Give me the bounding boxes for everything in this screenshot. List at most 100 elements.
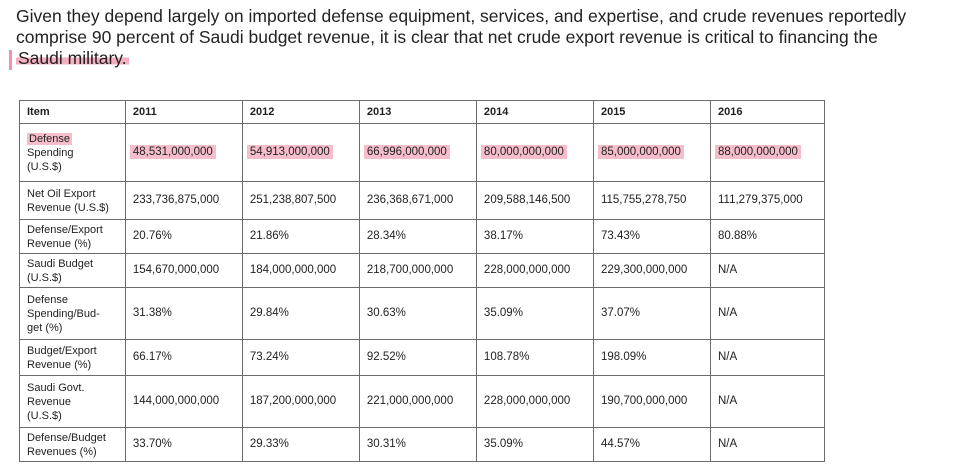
table-cell: 28.34%: [358, 219, 477, 254]
row-label: Defense/Export Revenue (%): [19, 219, 126, 254]
header-2015: 2015: [592, 100, 711, 124]
row-label-line: (U.S.$): [27, 409, 62, 422]
table-row: Saudi Budget (U.S.$) 154,670,000,000 184…: [19, 253, 826, 288]
row-label-line: Revenue: [27, 395, 72, 408]
row-label: Defense/Budget Revenues (%): [19, 427, 126, 462]
table-cell: 111,279,375,000: [709, 181, 826, 220]
header-2014: 2014: [475, 100, 594, 124]
row-label-line: Spending/Bud-: [27, 307, 100, 320]
highlighted-value: 48,531,000,000: [129, 145, 216, 159]
table-cell: 66,996,000,000: [358, 123, 477, 182]
row-label: Saudi Budget (U.S.$): [19, 253, 126, 288]
row-label-line: Revenue (U.S.$): [27, 201, 109, 214]
highlighted-value: 88,000,000,000: [714, 145, 801, 159]
intro-line-2: comprise 90 percent of Saudi budget reve…: [16, 27, 878, 47]
header-2013: 2013: [358, 100, 477, 124]
header-2012: 2012: [241, 100, 360, 124]
table-cell: 21.86%: [241, 219, 360, 254]
table-header-row: Item 2011 2012 2013 2014 2015 2016: [19, 100, 826, 124]
table-cell: N/A: [709, 375, 826, 428]
table-cell: 30.63%: [358, 287, 477, 340]
table-cell: 73.43%: [592, 219, 711, 254]
table-cell: 80.88%: [709, 219, 826, 254]
table-cell: 198.09%: [592, 339, 711, 376]
table-cell: 209,588,146,500: [475, 181, 594, 220]
table-cell: 233,736,875,000: [124, 181, 243, 220]
header-2011: 2011: [124, 100, 243, 124]
table-cell: 154,670,000,000: [124, 253, 243, 288]
table-row: Defense/Budget Revenues (%) 33.70% 29.33…: [19, 427, 826, 462]
table-cell: 35.09%: [475, 427, 594, 462]
row-label-line: Saudi Govt.: [27, 381, 85, 394]
row-label-line: Defense: [27, 132, 72, 145]
table-cell: 33.70%: [124, 427, 243, 462]
row-label-line: Net Oil Export: [27, 187, 96, 200]
table-cell: 30.31%: [358, 427, 477, 462]
row-label: Net Oil Export Revenue (U.S.$): [19, 181, 126, 220]
table-cell: 54,913,000,000: [241, 123, 360, 182]
intro-line-1: Given they depend largely on imported de…: [16, 6, 907, 26]
table-cell: 236,368,671,000: [358, 181, 477, 220]
table-cell: 187,200,000,000: [241, 375, 360, 428]
table-cell: 190,700,000,000: [592, 375, 711, 428]
table-cell: 228,000,000,000: [475, 253, 594, 288]
row-label-line: Revenues (%): [27, 445, 97, 458]
row-label-line: Defense/Budget: [27, 431, 106, 444]
row-label-line: Budget/Export: [27, 344, 97, 357]
header-item: Item: [19, 100, 126, 124]
table-cell: 88,000,000,000: [709, 123, 826, 182]
highlighted-value: 54,913,000,000: [246, 145, 333, 159]
table-cell: 92.52%: [358, 339, 477, 376]
table-cell: N/A: [709, 339, 826, 376]
table-cell: 37.07%: [592, 287, 711, 340]
row-label-line: (U.S.$): [27, 160, 62, 173]
table-cell: 108.78%: [475, 339, 594, 376]
table-row: Budget/Export Revenue (%) 66.17% 73.24% …: [19, 339, 826, 376]
table-cell: 44.57%: [592, 427, 711, 462]
row-label-line: Saudi Budget: [27, 257, 94, 270]
highlighted-value: 80,000,000,000: [480, 145, 567, 159]
table-row: Defense Spending (U.S.$) 48,531,000,000 …: [19, 123, 826, 182]
table-row: Defense/Export Revenue (%) 20.76% 21.86%…: [19, 219, 826, 254]
table-row: Saudi Govt. Revenue (U.S.$) 144,000,000,…: [19, 375, 826, 428]
highlighted-value: 66,996,000,000: [363, 145, 450, 159]
table-cell: N/A: [709, 287, 826, 340]
highlighted-value: 85,000,000,000: [597, 145, 684, 159]
row-label: Defense Spending/Bud- get (%): [19, 287, 126, 340]
table-cell: 66.17%: [124, 339, 243, 376]
intro-line-3-highlighted: Saudi military.: [16, 48, 129, 68]
table-cell: 35.09%: [475, 287, 594, 340]
table-cell: 20.76%: [124, 219, 243, 254]
table-row: Defense Spending/Bud- get (%) 31.38% 29.…: [19, 287, 826, 340]
row-label-line: Defense/Export: [27, 223, 103, 236]
row-label: Defense Spending (U.S.$): [19, 123, 126, 182]
table-cell: 73.24%: [241, 339, 360, 376]
table-cell: 221,000,000,000: [358, 375, 477, 428]
row-label: Saudi Govt. Revenue (U.S.$): [19, 375, 126, 428]
header-2016: 2016: [709, 100, 826, 124]
table-row: Net Oil Export Revenue (U.S.$) 233,736,8…: [19, 181, 826, 220]
row-label: Budget/Export Revenue (%): [19, 339, 126, 376]
row-label-line: Defense: [27, 293, 68, 306]
table-cell: 85,000,000,000: [592, 123, 711, 182]
table-cell: 144,000,000,000: [124, 375, 243, 428]
row-label-line: Revenue (%): [27, 358, 92, 371]
table-cell: 229,300,000,000: [592, 253, 711, 288]
table-cell: 29.33%: [241, 427, 360, 462]
table-cell: 218,700,000,000: [358, 253, 477, 288]
table-cell: N/A: [709, 427, 826, 462]
table-cell: 29.84%: [241, 287, 360, 340]
table-cell: 80,000,000,000: [475, 123, 594, 182]
table-cell: 31.38%: [124, 287, 243, 340]
table-cell: 184,000,000,000: [241, 253, 360, 288]
row-label-line: (U.S.$): [27, 271, 62, 284]
row-label-line: get (%): [27, 321, 63, 334]
intro-paragraph: Given they depend largely on imported de…: [16, 6, 951, 69]
table-cell: 48,531,000,000: [124, 123, 243, 182]
row-label-line: Revenue (%): [27, 237, 92, 250]
table-cell: 251,238,807,500: [241, 181, 360, 220]
table-cell: 228,000,000,000: [475, 375, 594, 428]
row-label-line: Spending: [27, 146, 74, 159]
table-cell: N/A: [709, 253, 826, 288]
highlight-marker: [9, 50, 12, 70]
